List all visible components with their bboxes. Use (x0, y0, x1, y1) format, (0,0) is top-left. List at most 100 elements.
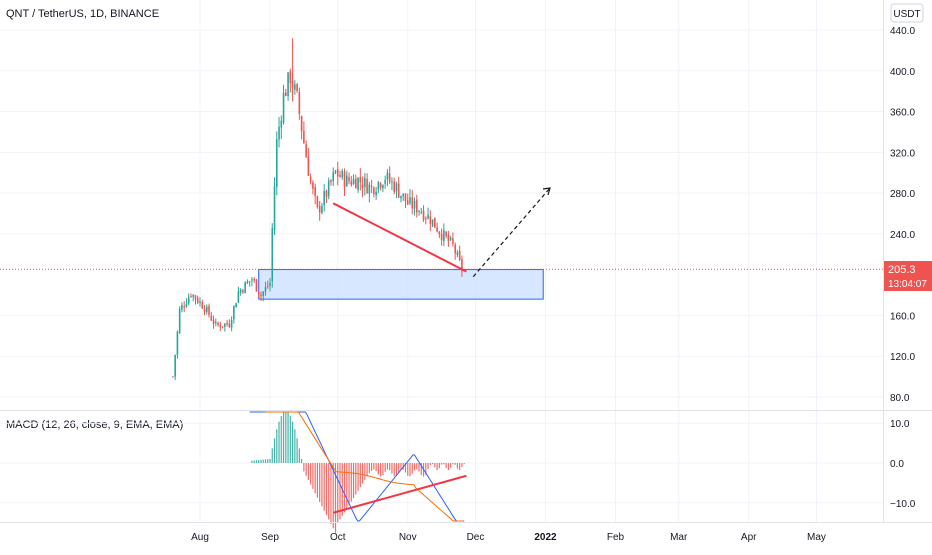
candle-body (172, 376, 174, 378)
projection-arrow-head (542, 187, 551, 196)
macd-histogram-bar (391, 463, 393, 474)
macd-histogram-bar (436, 463, 438, 471)
macd-histogram-bar (384, 463, 386, 472)
candle-body (239, 289, 242, 293)
macd-histogram-bar (445, 463, 447, 469)
currency-button[interactable]: USDT (890, 3, 924, 23)
candle-body (307, 156, 310, 176)
macd-histogram-bar (413, 463, 416, 471)
time-tick-label: Feb (607, 532, 625, 543)
price-tick-label: 240.0 (890, 230, 915, 241)
candle-body (246, 281, 249, 284)
candle-body (370, 185, 373, 187)
candle-body (364, 178, 366, 188)
macd-histogram-bar (289, 415, 291, 463)
candle-body (366, 178, 368, 194)
candle-body (224, 323, 226, 327)
time-tick-label: Dec (467, 532, 485, 543)
macd-histogram-bar (395, 463, 398, 476)
candle-body (174, 354, 176, 377)
candle-body (185, 303, 188, 307)
candle-body (248, 281, 251, 283)
candle-body (341, 171, 344, 178)
candle-body (355, 178, 357, 189)
macd-histogram-bar (463, 463, 465, 464)
candle-body (217, 323, 219, 325)
candle-body (434, 217, 436, 228)
candle-body (443, 230, 445, 242)
macd-tick-label: 0.0 (890, 459, 904, 470)
price-tick-label: 400.0 (890, 67, 915, 78)
candle-body (196, 298, 199, 303)
candle-body (298, 92, 301, 114)
candle-body (431, 219, 434, 226)
macd-histogram-bar (398, 463, 400, 473)
candle-body (221, 326, 224, 328)
macd-histogram-bar (359, 463, 361, 488)
candle-body (303, 130, 305, 143)
macd-histogram-bar (343, 463, 346, 513)
macd-histogram-bar (377, 463, 379, 475)
candle-body (332, 172, 335, 181)
candle-body (275, 139, 278, 187)
candle-body (294, 84, 296, 90)
price-tick-label: 80.0 (890, 393, 910, 404)
candle-body (413, 200, 416, 209)
macd-histogram-bar (294, 429, 296, 463)
candle-body (260, 294, 262, 296)
price-axis[interactable]: 440.0 400.0 360.0 320.0 280.0 240.0 160.0 120.0… (890, 26, 915, 404)
candle-body (388, 173, 391, 182)
drawings (332, 187, 551, 278)
candle-body (391, 181, 393, 183)
macd-histogram-bar (427, 463, 429, 469)
macd-histogram-bar (431, 463, 434, 465)
macd-histogram-bar (258, 460, 260, 463)
candle-body (235, 303, 237, 308)
macd-histogram-bar (366, 463, 368, 477)
time-tick-label: May (807, 532, 826, 543)
candle-body (212, 319, 215, 324)
time-tick-label: Apr (741, 532, 757, 543)
candle-body (418, 210, 420, 212)
macd-histogram-bar (296, 438, 298, 463)
macd-histogram-bar (429, 463, 431, 466)
candle-body (447, 235, 450, 242)
candle-body (230, 320, 233, 328)
macd-histogram-bar (361, 463, 364, 484)
candle-body (255, 279, 258, 292)
time-tick-label: Aug (191, 532, 209, 543)
candle-body (334, 170, 337, 173)
macd-histogram-bar (282, 412, 285, 463)
macd-histogram-bar (375, 463, 377, 472)
macd-divergence-line (332, 474, 467, 514)
candle-body (271, 228, 274, 282)
macd-histogram-bar (301, 459, 303, 463)
macd-histogram-bar (357, 463, 359, 491)
price-tick-label: 360.0 (890, 108, 915, 119)
candle-body (278, 126, 280, 140)
macd-axis[interactable]: 10.0 0.0 −10.0 (890, 419, 916, 510)
candle-body (190, 296, 192, 298)
candle-body (181, 305, 183, 310)
macd-histogram-bar (418, 463, 420, 472)
macd-histogram-bar (280, 415, 282, 463)
candle-body (348, 177, 350, 182)
macd-histogram-bar (291, 421, 294, 463)
macd-histogram-bar (314, 463, 316, 494)
candle-body (343, 171, 346, 187)
macd-histogram-bar (260, 459, 262, 463)
candle-body (361, 184, 364, 189)
macd-histogram-bar (273, 438, 276, 463)
candle-body (449, 237, 452, 240)
time-axis[interactable]: Aug Sep Oct Nov Dec 2022 Feb Mar Apr May (191, 532, 826, 543)
macd-histogram-bar (255, 460, 258, 463)
candle-body (359, 177, 362, 183)
macd-histogram-bar (321, 463, 323, 507)
candle-body (357, 177, 359, 191)
candle-body (280, 120, 283, 128)
candle-body (336, 169, 339, 177)
candle-body (199, 301, 201, 304)
time-tick-label: Oct (330, 532, 346, 543)
candle-body (327, 180, 330, 197)
